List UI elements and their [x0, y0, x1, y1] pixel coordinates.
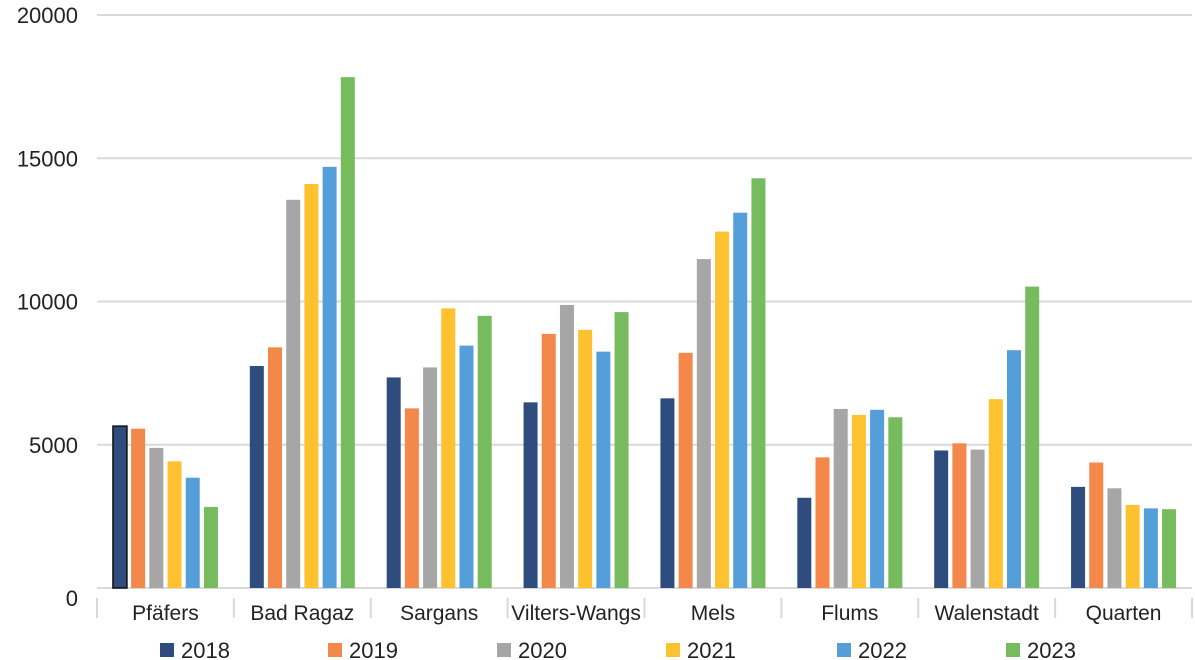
bar-2018-Pfäfers — [112, 425, 128, 589]
bar-2018-Bad Ragaz — [249, 365, 264, 588]
x-category-label: Bad Ragaz — [250, 602, 354, 625]
y-tick-label: 5000 — [29, 433, 78, 458]
bar-2019-Bad Ragaz — [268, 347, 283, 588]
bar-2022-Flums — [870, 409, 885, 588]
x-category-label: Flums — [821, 602, 878, 625]
legend-swatch-2021 — [666, 643, 680, 657]
legend-swatch-2022 — [837, 643, 851, 657]
bar-2018-Mels — [660, 398, 675, 588]
bar-2022-Walenstadt — [1006, 350, 1021, 588]
bars — [112, 77, 1177, 589]
bar-2021-Pfäfers — [167, 461, 182, 588]
bar-2020-Pfäfers — [149, 447, 164, 588]
bar-2023-Pfäfers — [203, 506, 218, 588]
bar-2023-Sargans — [477, 315, 492, 588]
bar-2023-Mels — [751, 178, 766, 588]
bar-2022-Sargans — [459, 345, 474, 588]
y-tick-label: 15000 — [17, 146, 78, 171]
bar-2021-Vilters-Wangs — [578, 329, 593, 588]
bar-2018-Quarten — [1071, 486, 1086, 588]
bar-2020-Walenstadt — [970, 449, 985, 588]
bar-2020-Quarten — [1107, 488, 1122, 588]
bar-2019-Vilters-Wangs — [541, 333, 556, 588]
bar-2020-Flums — [833, 408, 848, 588]
bar-2018-Flums — [797, 497, 812, 588]
legend-label: 2021 — [687, 638, 736, 660]
bar-2020-Mels — [696, 259, 711, 588]
bar-2022-Mels — [733, 212, 748, 588]
bar-2018-Walenstadt — [934, 450, 949, 588]
bar-2019-Pfäfers — [131, 428, 146, 588]
bar-2019-Sargans — [404, 408, 419, 588]
bar-2022-Quarten — [1143, 508, 1158, 588]
bar-2019-Walenstadt — [952, 443, 967, 588]
bar-2019-Quarten — [1089, 462, 1104, 588]
bar-2021-Mels — [715, 231, 730, 588]
bar-2022-Vilters-Wangs — [596, 351, 611, 588]
bar-2018-Sargans — [386, 377, 401, 588]
x-axis: Pfäfers Bad Ragaz Sargans Vilters-Wangs Mels… — [96, 598, 1193, 625]
y-tick-label: 0 — [66, 586, 78, 611]
legend-label: 2022 — [858, 638, 907, 660]
legend-swatch-2018 — [160, 643, 174, 657]
legend-swatch-2020 — [497, 643, 511, 657]
bar-2022-Bad Ragaz — [322, 166, 337, 588]
x-category-label: Vilters-Wangs — [511, 602, 641, 625]
bar-2020-Bad Ragaz — [286, 199, 301, 589]
y-tick-label: 10000 — [17, 290, 78, 315]
bar-2023-Bad Ragaz — [340, 77, 355, 588]
legend-label: 2023 — [1027, 638, 1076, 660]
legend-label: 2020 — [518, 638, 567, 660]
x-category-label: Walenstadt — [935, 602, 1039, 625]
legend-swatch-2019 — [328, 643, 342, 657]
bar-2021-Bad Ragaz — [304, 184, 319, 588]
x-category-label: Quarten — [1086, 602, 1162, 625]
y-axis-ticks: 0 5000 10000 15000 20000 — [17, 3, 78, 611]
bar-2022-Pfäfers — [185, 477, 200, 588]
bar-2023-Quarten — [1162, 509, 1177, 588]
bar-2019-Flums — [815, 457, 830, 588]
bar-2021-Walenstadt — [988, 399, 1003, 588]
y-tick-label: 20000 — [17, 3, 78, 28]
legend-swatch-2023 — [1006, 643, 1020, 657]
bar-2020-Vilters-Wangs — [559, 304, 574, 588]
bar-2021-Flums — [851, 414, 866, 588]
bar-2018-Vilters-Wangs — [523, 402, 538, 588]
bar-2020-Sargans — [423, 367, 438, 588]
bar-2023-Flums — [888, 417, 903, 588]
legend-label: 2018 — [181, 638, 230, 660]
x-category-label: Mels — [691, 602, 735, 625]
x-category-label: Pfäfers — [132, 602, 199, 625]
legend: 2018 2019 2020 2021 2022 2023 — [160, 638, 1076, 660]
bar-2021-Sargans — [441, 308, 456, 588]
x-category-label: Sargans — [400, 602, 478, 625]
bar-2023-Vilters-Wangs — [614, 312, 629, 588]
legend-label: 2019 — [349, 638, 398, 660]
bar-2021-Quarten — [1125, 504, 1140, 588]
bar-2023-Walenstadt — [1025, 286, 1040, 588]
bar-2019-Mels — [678, 352, 693, 588]
